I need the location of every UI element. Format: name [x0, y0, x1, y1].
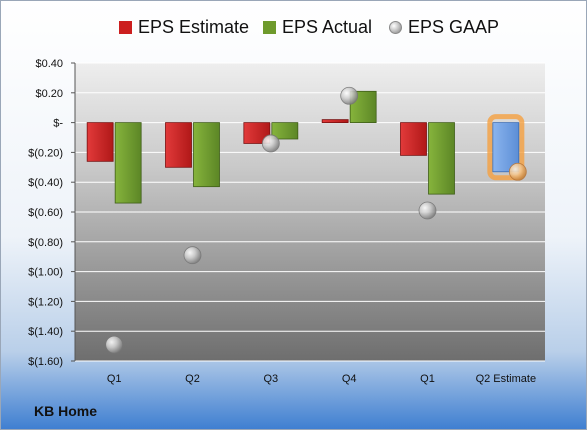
x-axis-ticks: Q1 Q2 Q3 Q4 Q1 Q2 Estimate — [107, 373, 536, 385]
y-tick-label: $- — [53, 118, 63, 130]
actual-bar-1 — [114, 122, 142, 204]
gridlines — [75, 62, 545, 362]
gaap-marker-5 — [418, 201, 437, 220]
y-tick-label: $(0.60) — [28, 207, 63, 219]
estimate-bar-3 — [243, 122, 271, 144]
company-name: KB Home — [34, 403, 98, 419]
legend-swatch-actual — [263, 21, 276, 34]
y-tick-label: $(0.20) — [28, 147, 63, 159]
y-tick-label: $(1.20) — [28, 296, 63, 308]
y-tick-label: $(0.80) — [28, 237, 63, 249]
y-tick-label: $(1.00) — [28, 267, 63, 279]
estimate-bar-5 — [400, 122, 427, 156]
estimate-bar-1 — [86, 122, 114, 162]
legend-marker-gaap — [389, 21, 402, 34]
estimate-bar-4 — [321, 119, 349, 124]
x-tick-label: Q2 — [185, 373, 200, 385]
y-tick-label: $(0.40) — [28, 177, 63, 189]
x-tick-label: Q1 — [107, 373, 122, 385]
legend-label-actual: EPS Actual — [282, 17, 373, 37]
legend-item-eps-gaap: EPS GAAP — [389, 17, 499, 38]
x-tick-label: Q2 Estimate — [476, 373, 537, 385]
y-tick-label: $0.40 — [35, 58, 63, 70]
estimate-bar-2 — [165, 122, 192, 168]
gaap-markers — [105, 86, 527, 354]
gaap-marker-1 — [105, 335, 124, 354]
legend-label-gaap: EPS GAAP — [408, 17, 500, 37]
legend: EPS Estimate EPS Actual EPS GAAP — [1, 17, 586, 43]
x-tick-label: Q1 — [420, 373, 435, 385]
actual-bar-3 — [271, 122, 299, 140]
x-tick-label: Q4 — [342, 373, 357, 385]
gaap-marker-3 — [261, 134, 280, 153]
legend-item-eps-estimate: EPS Estimate — [119, 17, 249, 38]
gaap-marker-4 — [340, 86, 359, 105]
actual-bar-5 — [428, 122, 455, 195]
bars — [86, 90, 525, 204]
y-tick-label: $(1.40) — [28, 326, 63, 338]
estimate-highlight — [487, 114, 525, 181]
legend-swatch-estimate — [119, 21, 132, 34]
x-tick-label: Q3 — [263, 373, 278, 385]
gaap-marker-2 — [183, 246, 202, 265]
actual-bar-2 — [193, 122, 220, 188]
y-tick-label: $0.20 — [35, 88, 63, 100]
gaap-marker-6 — [508, 162, 527, 181]
legend-item-eps-actual: EPS Actual — [263, 17, 372, 38]
y-axis-ticks: $0.40 $0.20 $- $(0.20) $(0.40) $(0.60) $(0.80)… — [28, 58, 76, 368]
legend-label-estimate: EPS Estimate — [138, 17, 250, 37]
y-tick-label: $(1.60) — [28, 356, 63, 368]
